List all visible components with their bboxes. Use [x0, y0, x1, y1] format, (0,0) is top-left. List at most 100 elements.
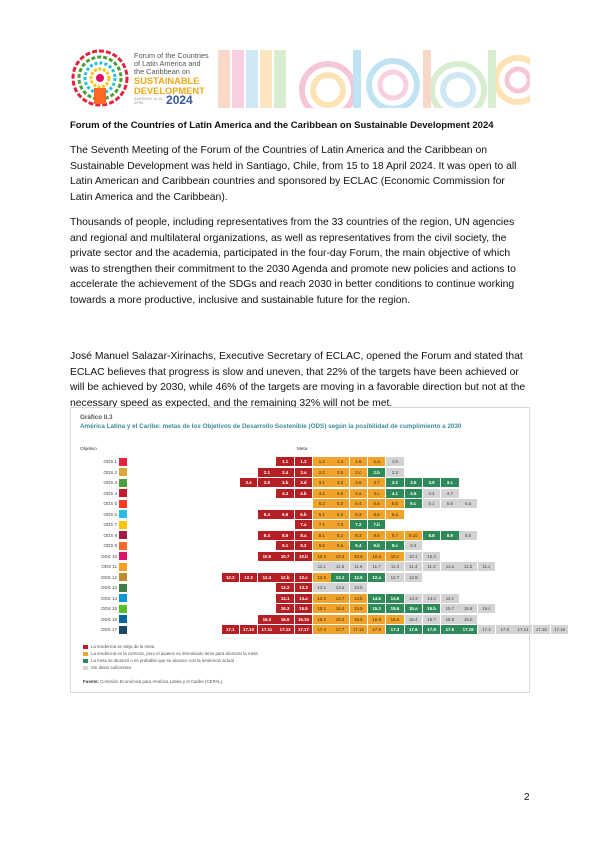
target-cell: 7.3	[331, 520, 349, 529]
legend-swatch	[83, 665, 88, 670]
target-cell: 17.19	[459, 625, 477, 634]
target-cell: 2.b	[367, 467, 386, 477]
sdg-goal-icon	[119, 510, 127, 518]
target-cell: 14.4	[422, 593, 441, 603]
target-cell: 15.8	[459, 604, 477, 613]
target-cell: 13.2	[276, 583, 294, 592]
target-cell: 16.a	[386, 614, 404, 624]
goal-label: ODS 17	[100, 627, 117, 632]
target-cell: 8.10	[404, 530, 422, 540]
target-cell: 11.3	[386, 562, 404, 571]
target-cell: 8.1	[313, 530, 331, 540]
target-cell: 1.a	[367, 457, 386, 466]
paragraph-participants: Thousands of people, including represent…	[70, 217, 516, 306]
goal-label: ODS 2	[103, 469, 117, 475]
target-cell: 17.13	[276, 625, 294, 634]
target-cell: 3.c	[441, 478, 459, 487]
sdg-goal-icon	[119, 520, 127, 529]
target-cell: 17.14	[514, 625, 532, 634]
target-cell: 3.2	[386, 478, 404, 487]
target-cell: 17.7	[331, 625, 349, 634]
target-cell: 15.4	[331, 604, 349, 613]
goal-label: ODS 13	[100, 585, 117, 590]
target-cell: 16.5	[349, 614, 368, 624]
target-cell: 8.8	[422, 530, 441, 540]
target-cell: 11.2	[422, 562, 441, 571]
target-cell: 1.4	[331, 457, 349, 466]
target-cell: 10.c	[386, 551, 404, 561]
target-cell: 5.3	[331, 499, 349, 508]
sdg-goal-icon	[119, 594, 127, 602]
target-cell: 8.a	[294, 530, 313, 540]
logo-dates: SANTIAGO 15-18 APRIL	[134, 97, 163, 105]
logo-line-1: Forum of the Countries	[134, 51, 209, 60]
target-cell: 17.10	[239, 625, 258, 634]
sdg-goal-icon	[119, 457, 127, 466]
logo-year: 2024	[166, 93, 193, 107]
target-cell: 4.7	[441, 488, 459, 498]
target-cell: 5.a	[459, 499, 477, 508]
target-cell: 5.6	[441, 499, 459, 508]
sdg-goal-icon	[119, 468, 127, 476]
target-cell: 5.5	[367, 499, 386, 508]
target-cell: 9.1	[276, 541, 294, 550]
paragraph-intro: The Seventh Meeting of the Forum of the …	[70, 145, 517, 203]
sdg-goal-icon	[119, 625, 127, 634]
figure-title: América Latina y el Caribe: metas de los…	[80, 423, 462, 430]
legend-text: La tendencia se aleja de la meta	[91, 644, 155, 649]
target-cell: 2.5	[331, 467, 349, 477]
target-cell: 12.3	[239, 572, 258, 582]
source-text: Comisión Económica para América Latina y…	[100, 679, 224, 684]
target-cell: 12.4	[258, 572, 276, 582]
logo-development: DEVELOPMENT	[134, 86, 205, 96]
target-cell: 12.8	[404, 572, 422, 582]
target-cell: 6.a	[386, 509, 404, 519]
target-cell: 11.1	[313, 562, 331, 571]
target-cell: 15.c	[477, 604, 496, 613]
goal-label: ODS 10	[100, 553, 117, 559]
target-cell: 16.7	[422, 614, 441, 624]
target-cell: 10.3	[422, 551, 441, 561]
target-cell: 17.9	[441, 625, 459, 634]
target-cell: 17.6	[404, 625, 422, 634]
goal-label: ODS 7	[103, 522, 117, 527]
logo-line-3: the Caribbean on	[134, 67, 190, 76]
column-header-meta: Meta	[297, 446, 308, 451]
target-cell: 8.7	[386, 530, 404, 540]
target-cell: 5.c	[404, 499, 422, 508]
target-cell: 7.b	[367, 520, 386, 529]
goal-label: ODS 16	[100, 616, 117, 622]
target-cell: 14.a	[294, 593, 313, 603]
target-cell: 1.5	[349, 457, 368, 466]
target-cell: 3.6	[349, 478, 368, 487]
target-cell: 4.b	[294, 488, 313, 498]
target-cell: 11.6	[349, 562, 368, 571]
target-cell: 17.5	[496, 625, 514, 634]
target-cell: 10.1	[404, 551, 422, 561]
target-cell: 4.c	[367, 488, 386, 498]
forum-header: Forum of the Countries of Latin America …	[66, 44, 531, 116]
target-cell: 10.b	[294, 551, 313, 561]
target-cell: 14.6	[386, 593, 404, 603]
target-cell: 16.2	[331, 614, 349, 624]
target-cell: 6.6	[276, 509, 294, 519]
target-cell: 10.4	[331, 551, 349, 561]
target-cell: 3.b	[276, 478, 294, 487]
target-cell: 11.7	[367, 562, 386, 571]
sdg-goal-icon	[119, 615, 127, 623]
target-cell: 15.9	[349, 604, 368, 613]
sdg-goal-icon	[119, 562, 127, 571]
target-cell: 9.b	[367, 541, 386, 550]
target-cell: 12.a	[367, 572, 386, 582]
target-cell: 8.5	[367, 530, 386, 540]
target-cell: 3.4	[239, 478, 258, 487]
source-label: Fuente:	[83, 679, 99, 684]
target-cell: 14.1	[276, 593, 294, 603]
target-cell: 12.b	[276, 572, 294, 582]
legend-swatch	[83, 651, 88, 656]
target-cell: 9.c	[386, 541, 404, 550]
target-cell: 1.1	[276, 457, 294, 466]
target-cell: 3.9	[422, 478, 441, 487]
target-cell: 2.2	[313, 467, 331, 477]
